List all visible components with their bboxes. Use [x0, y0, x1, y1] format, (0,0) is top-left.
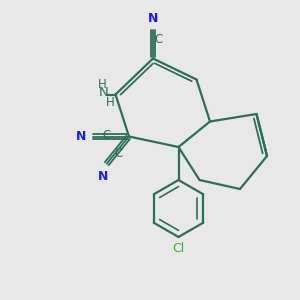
Text: H: H [106, 96, 115, 110]
Text: H: H [98, 78, 106, 92]
Text: N: N [148, 12, 158, 25]
Text: C: C [114, 147, 122, 160]
Text: Cl: Cl [172, 242, 184, 254]
Text: N: N [98, 170, 109, 183]
Text: C: C [154, 33, 163, 46]
Text: N: N [99, 86, 109, 99]
Text: C: C [102, 129, 111, 142]
Text: N: N [76, 130, 86, 143]
